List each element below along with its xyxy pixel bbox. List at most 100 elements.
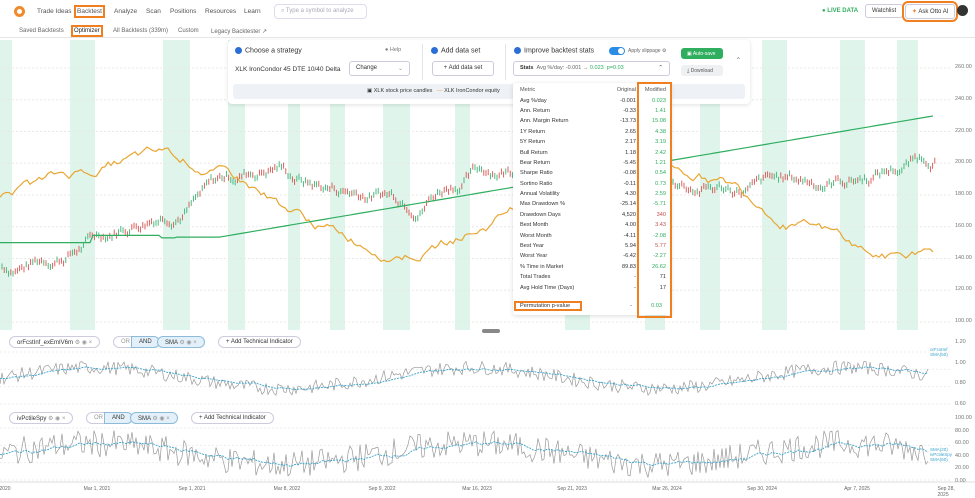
modified-value: -2.08 — [653, 232, 666, 239]
modified-value: -2.27 — [653, 253, 666, 260]
indicator-1-chip[interactable]: orFcstInf_exEmIV6m ⚙ ◉ × — [9, 336, 101, 348]
ask-otto-ai-button[interactable]: ✦ Ask Otto AI — [901, 1, 959, 22]
add-data-set-button[interactable]: + Add data set — [432, 61, 494, 76]
nav-positions[interactable]: Positions — [170, 8, 197, 15]
modified-value: 5.77 — [655, 243, 666, 250]
nav-trade-ideas[interactable]: Trade Ideas — [37, 8, 72, 15]
indicator-1-sma-line — [0, 366, 929, 390]
stats-row: Worst Year -6.42 -2.27 — [513, 251, 671, 261]
subnav-optimizer[interactable]: Optimizer — [71, 25, 103, 37]
metric-name: Worst Month — [520, 232, 552, 239]
modified-value: 2.59 — [655, 191, 666, 198]
indicator-2-tick: 20.00 — [955, 465, 969, 471]
metric-name: Max Drawdown % — [520, 201, 566, 208]
original-value: -0.11 — [623, 180, 636, 187]
original-value: 4.00 — [625, 222, 636, 229]
indicator-2-sma-chip[interactable]: SMA ⚙ ◉ × — [130, 412, 178, 424]
stats-row: Sharpe Ratio -0.08 0.54 — [513, 168, 671, 178]
subnav-saved-backtests[interactable]: Saved Backtests — [19, 28, 64, 34]
subnav-legacy-backtester[interactable]: Legacy Backtester ↗ — [211, 29, 268, 35]
strategy-name: XLK IronCondor 45 DTE 10/40 Delta — [235, 66, 341, 73]
indicator-2-and-toggle[interactable]: AND — [104, 412, 133, 424]
signal-band — [762, 40, 787, 330]
metric-name: 5Y Return — [520, 139, 546, 146]
metric-name: Ann. Return — [520, 107, 550, 114]
stats-row: Drawdown Days 4,520 340 — [513, 210, 671, 220]
x-axis-tick: Apr 7, 2025 — [844, 486, 870, 492]
x-axis-tick: Mar 8, 2022 — [273, 486, 301, 492]
sparkle-icon: ✦ — [912, 9, 919, 15]
original-value: -0.08 — [623, 170, 636, 177]
y-axis-tick: 160.00 — [955, 222, 972, 229]
apply-slippage-toggle[interactable] — [609, 47, 625, 55]
watchlist-button[interactable]: Watchlist — [865, 4, 904, 18]
y-axis-tick: 120.00 — [955, 286, 972, 293]
x-axis-tick: Mar 16, 2023 — [462, 486, 492, 492]
change-strategy-dropdown[interactable]: Change ⌄ — [349, 61, 410, 76]
stats-row: Bear Return -5.45 1.21 — [513, 158, 671, 168]
nav-analyze[interactable]: Analyze — [114, 8, 138, 15]
modified-value: 2.42 — [655, 149, 666, 156]
original-value: 1.18 — [625, 149, 636, 156]
original-value: -13.73 — [620, 118, 636, 125]
indicator-2-tick: 40.00 — [955, 452, 969, 459]
x-axis-tick: Sep 28, 2025 — [937, 486, 955, 498]
indicator-2-chip[interactable]: ivPctileSpy ⚙ ◉ × — [9, 412, 74, 424]
subnav-custom[interactable]: Custom — [178, 28, 199, 34]
live-data-indicator: ● LIVE DATA — [822, 8, 859, 14]
step-1-icon — [235, 47, 242, 54]
original-value: -5.45 — [623, 159, 636, 166]
metric-name: Bear Return — [520, 159, 551, 166]
original-value: -0.001 — [620, 97, 636, 104]
signal-band — [330, 40, 345, 330]
indicator-1-sma-chip[interactable]: SMA ⚙ ◉ × — [157, 336, 205, 348]
pane-resize-handle[interactable] — [482, 329, 500, 333]
symbol-search-input[interactable]: ⌕ Type a symbol to analyze — [274, 4, 367, 19]
indicator-1-add-button[interactable]: + Add Technical Indicator — [218, 336, 301, 348]
user-avatar-icon[interactable] — [957, 5, 968, 16]
help-link[interactable]: ● Help — [385, 47, 402, 53]
metric-name: Avg %/day — [520, 97, 547, 104]
modified-value: 26.62 — [652, 263, 666, 270]
original-value: -4.11 — [623, 232, 636, 239]
nav-scan[interactable]: Scan — [146, 8, 161, 15]
step-3-icon — [514, 47, 521, 54]
modified-value: 0.73 — [655, 180, 666, 187]
stats-table: Metric Original Modified Avg %/day -0.001 0.… — [513, 83, 671, 315]
stats-row: 5Y Return 2.17 3.19 — [513, 137, 671, 147]
indicator-1-line — [0, 360, 929, 396]
nav-resources[interactable]: Resources — [205, 8, 237, 15]
nav-learn[interactable]: Learn — [244, 8, 261, 15]
original-value: -0.33 — [623, 107, 636, 114]
backtest-chart[interactable] — [0, 38, 975, 498]
download-button[interactable]: ⤓ Download — [681, 65, 723, 76]
indicator-2-add-button[interactable]: + Add Technical Indicator — [191, 412, 274, 424]
top-nav: Trade Ideas Backtest Analyze Scan Positi… — [0, 0, 975, 22]
metric-name: Avg Hold Time (Days) — [520, 284, 575, 291]
nav-backtest[interactable]: Backtest — [74, 5, 105, 18]
metric-name: Best Year — [520, 243, 544, 250]
search-icon: ⌕ — [281, 8, 286, 14]
stats-dropdown[interactable]: Stats Avg %/day: -0.001 → 0.023 p=0.03 ⌃ — [513, 61, 670, 76]
metric-name: Sharpe Ratio — [520, 170, 553, 177]
signal-band — [228, 40, 245, 330]
modified-value: 0.54 — [655, 170, 666, 177]
metric-name: Drawdown Days — [520, 211, 561, 218]
stats-row: Worst Month -4.11 -2.08 — [513, 230, 671, 240]
modified-value: 0.023 — [652, 97, 666, 104]
subnav-all-backtests[interactable]: All Backtests (339m) — [113, 28, 169, 34]
stats-row: Annual Volatility 4.30 2.59 — [513, 189, 671, 199]
collapse-panel-icon[interactable]: ⌃ — [735, 56, 742, 65]
step-1-title: Choose a strategy — [245, 47, 302, 55]
modified-value: 3.43 — [655, 222, 666, 229]
indicator-1-and-toggle[interactable]: AND — [131, 336, 160, 348]
indicator-1-series-label: SMA(50) — [930, 352, 948, 357]
modified-equity-line — [0, 146, 934, 263]
original-equity-line — [0, 115, 934, 244]
indicator-2-sma-line — [0, 441, 929, 467]
x-axis-tick: Sep 30, 2024 — [747, 486, 777, 492]
indicator-2-tick: 100.00 — [955, 415, 972, 421]
permutation-row: Permutation p-value -0.03 — [513, 301, 671, 311]
metric-name: 1Y Return — [520, 128, 546, 135]
auto-save-button[interactable]: ▣ Auto-save — [681, 48, 723, 59]
